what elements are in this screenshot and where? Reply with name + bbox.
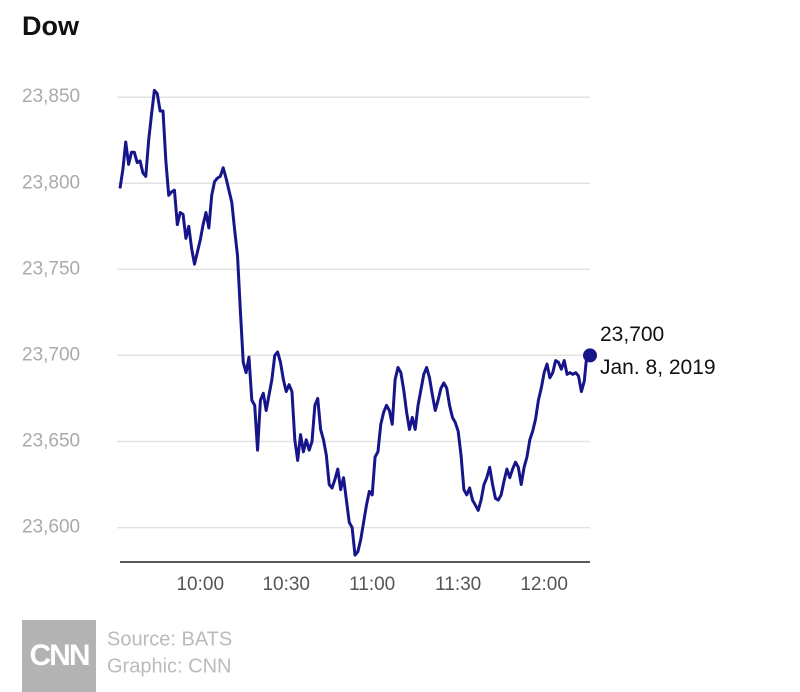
x-tick-label: 10:30: [262, 574, 310, 595]
y-tick-label: 23,850: [22, 86, 80, 107]
x-tick-label: 12:00: [520, 574, 568, 595]
end-point: [583, 348, 597, 363]
x-tick-label: 10:00: [176, 574, 224, 595]
y-tick-label: 23,700: [22, 344, 80, 365]
x-tick-label: 11:00: [349, 574, 395, 595]
y-tick-label: 23,750: [22, 258, 80, 279]
logo: CNN: [30, 639, 89, 672]
credit: Graphic: CNN: [107, 655, 231, 677]
chart-title: Dow: [22, 11, 80, 41]
logo-box: [22, 620, 96, 692]
y-tick-label: 23,600: [22, 517, 80, 538]
price-line: [118, 88, 592, 557]
end-date-label: Jan. 8, 2019: [600, 356, 716, 379]
y-tick-label: 23,800: [22, 172, 80, 193]
y-tick-label: 23,650: [22, 431, 80, 452]
end-value-label: 23,700: [600, 323, 664, 346]
source: Source: BATS: [107, 628, 232, 650]
x-tick-label: 11:30: [435, 574, 481, 595]
